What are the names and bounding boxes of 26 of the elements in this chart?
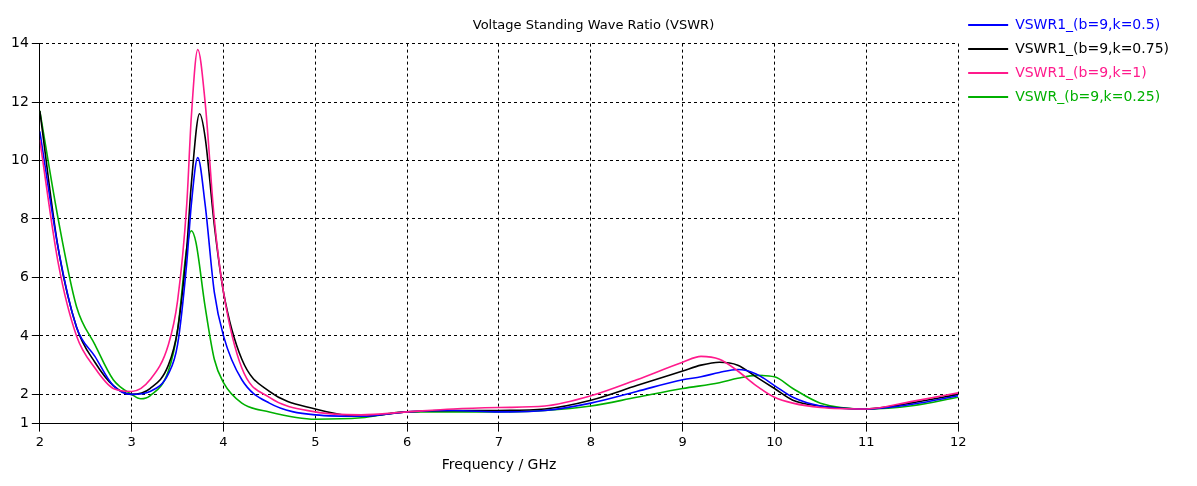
legend-label: VSWR1_(b=9,k=0.75) (1015, 39, 1170, 56)
x-axis-title: Frequency / GHz (441, 456, 557, 473)
line-series (39, 48, 959, 416)
x-tick-label: 2 (35, 433, 44, 449)
y-tick-label: 6 (19, 268, 29, 285)
x-tick-label: 12 (949, 433, 967, 449)
x-tick-label: 3 (127, 433, 136, 449)
legend-label: VSWR1_(b=9,k=0.5) (1015, 15, 1161, 32)
legend-label: VSWR1_(b=9,k=1) (1015, 63, 1147, 80)
chart-title: Voltage Standing Wave Ratio (VSWR) (472, 17, 715, 33)
y-tick-label: 10 (10, 151, 29, 168)
legend-label: VSWR_(b=9,k=0.25) (1015, 87, 1161, 104)
x-tick-label: 7 (494, 433, 504, 449)
x-tick-label: 6 (403, 433, 412, 449)
y-tick-label: 1 (19, 414, 29, 431)
x-tick-label: 11 (858, 433, 875, 449)
y-tick-label: 8 (19, 209, 29, 226)
x-tick-label: 8 (586, 433, 595, 449)
y-tick-label: 12 (10, 92, 29, 109)
x-tick-label: 4 (219, 433, 228, 449)
y-tick-label: 14 (10, 34, 29, 51)
y-tick-label: 2 (19, 385, 29, 402)
x-tick-label: 9 (678, 433, 687, 449)
x-tick-label: 5 (311, 433, 320, 449)
x-tick-label: 10 (766, 433, 783, 449)
y-tick-label: 4 (19, 326, 29, 343)
